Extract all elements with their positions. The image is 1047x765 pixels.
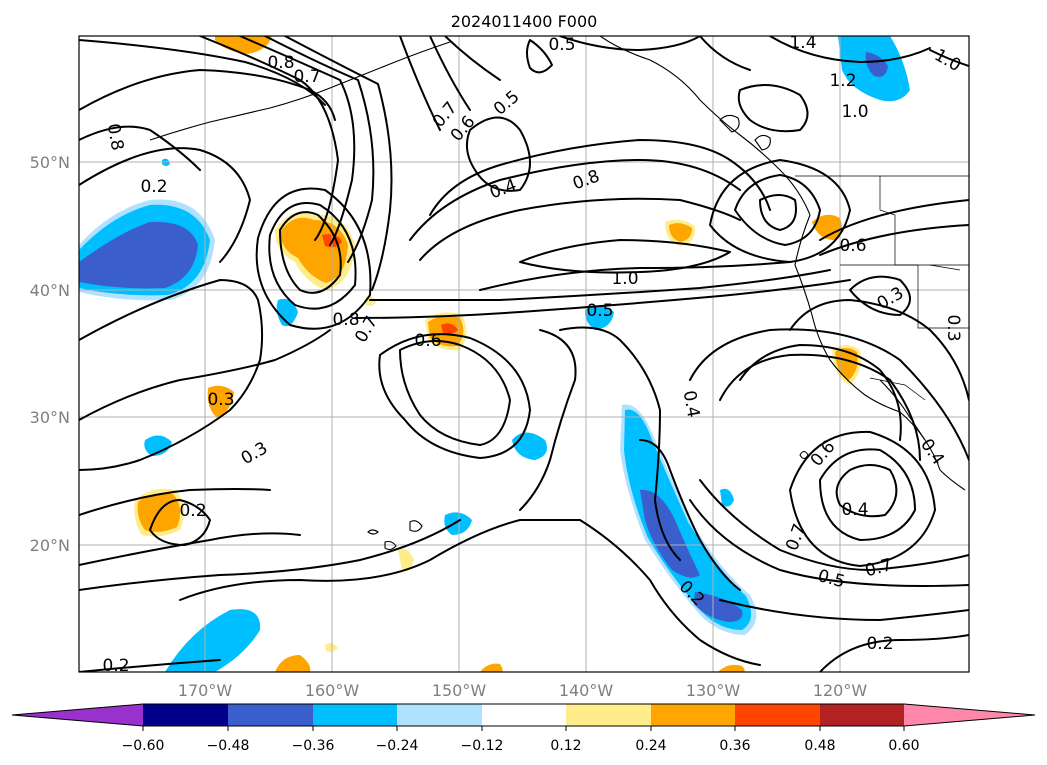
- political-borders: [795, 175, 969, 401]
- contour-label: 0.7: [293, 67, 320, 87]
- map-title: 2024011400 F000: [451, 12, 598, 31]
- contour-label: 0.2: [179, 501, 206, 521]
- colorbar-segment: [313, 704, 397, 726]
- colorbar-tick-label: −0.60: [122, 738, 165, 754]
- positive-anomaly-area: [398, 548, 414, 572]
- strong-positive-anomaly-area: [441, 323, 458, 334]
- positive-anomaly-area: [280, 217, 348, 283]
- colorbar: −0.60 −0.48 −0.36 −0.24 −0.12 0.12 0.24 …: [11, 703, 1036, 754]
- colorbar-segment: [143, 704, 228, 726]
- positive-anomaly-area: [718, 664, 745, 672]
- lon-tick: 140°W: [559, 681, 614, 700]
- colorbar-tick-label: −0.48: [207, 738, 250, 754]
- contour-label: 1.2: [829, 71, 856, 91]
- contour-label: 0.2: [140, 177, 167, 197]
- positive-anomaly-area: [835, 348, 858, 380]
- map-frame: [78, 35, 970, 673]
- colorbar-segment: [228, 704, 313, 726]
- negative-anomaly-area: [624, 409, 752, 630]
- contour-label: 0.3: [207, 390, 234, 410]
- negative-anomaly-area: [444, 512, 472, 535]
- contour-label: 1.0: [841, 102, 868, 122]
- map-plot-area: 0.5 1.4 1.0 0.8 0.7 1.2 1.0 0.7 0.5 0.6 …: [79, 33, 969, 676]
- negative-anomaly-area: [720, 488, 734, 507]
- lat-tick: 20°N: [30, 536, 70, 555]
- contour-label: 0.5: [586, 301, 613, 321]
- lon-tick: 120°W: [813, 681, 868, 700]
- contour-label: 0.2: [866, 634, 893, 654]
- contour-label: 0.6: [839, 236, 866, 256]
- positive-anomaly-area: [812, 214, 842, 240]
- latitude-tick-labels: 50°N 40°N 30°N 20°N: [30, 153, 70, 555]
- colorbar-segment: [566, 704, 651, 726]
- lon-tick: 150°W: [432, 681, 487, 700]
- positive-anomaly-area: [207, 385, 234, 418]
- contour-label: 1.4: [789, 33, 816, 53]
- negative-anomaly-area: [276, 298, 298, 327]
- lon-tick: 160°W: [305, 681, 360, 700]
- lon-tick: 170°W: [178, 681, 233, 700]
- colorbar-segment: [735, 704, 820, 726]
- contour-label: 0.8: [267, 53, 294, 73]
- contour-lines: [79, 36, 969, 672]
- contour-label: 0.4: [679, 389, 703, 419]
- lat-tick: 50°N: [30, 153, 70, 172]
- colorbar-tick-label: 0.12: [550, 738, 581, 754]
- negative-anomaly-area: [144, 435, 172, 456]
- lat-tick: 40°N: [30, 281, 70, 300]
- contour-label: 0.8: [103, 122, 127, 152]
- colorbar-segment: [397, 704, 482, 726]
- colorbar-tick-label: −0.12: [461, 738, 504, 754]
- colorbar-tick-label: −0.24: [376, 738, 419, 754]
- contour-label: 1.0: [611, 269, 638, 289]
- positive-anomaly-area: [480, 663, 503, 672]
- colorbar-segment: [482, 704, 566, 726]
- colorbar-segment: [651, 704, 735, 726]
- contour-label: 0.4: [841, 500, 868, 520]
- lat-tick: 30°N: [30, 408, 70, 427]
- colorbar-tick-label: 0.36: [719, 738, 750, 754]
- positive-anomaly-area: [275, 655, 311, 672]
- longitude-tick-labels: 170°W 160°W 150°W 140°W 130°W 120°W: [178, 681, 868, 700]
- grid-lines: [79, 36, 969, 672]
- coastlines: [149, 36, 966, 551]
- colorbar-tick-label: −0.36: [292, 738, 335, 754]
- colorbar-tick-marks: [142, 726, 905, 731]
- colorbar-segment: [12, 704, 143, 726]
- strong-negative-anomaly-area: [79, 221, 198, 289]
- strong-negative-anomaly-area: [640, 489, 700, 578]
- strong-negative-anomaly-area: [865, 52, 888, 77]
- positive-anomaly-area: [215, 36, 272, 54]
- negative-anomaly-area: [165, 609, 261, 672]
- lon-tick: 130°W: [686, 681, 741, 700]
- contour-label: 0.8: [332, 310, 359, 330]
- contour-label: 0.2: [102, 656, 129, 676]
- negative-anomaly-area: [584, 305, 614, 330]
- contour-label: 0.5: [548, 35, 575, 55]
- colorbar-tick-label: 0.48: [804, 738, 835, 754]
- contour-label: 0.6: [414, 331, 441, 351]
- colorbar-tick-label: 0.60: [888, 738, 919, 754]
- colorbar-segment: [820, 704, 904, 726]
- positive-anomaly-area: [669, 223, 692, 242]
- strong-negative-anomaly-area: [694, 592, 743, 622]
- colorbar-segment: [904, 704, 1035, 726]
- colorbar-tick-label: 0.24: [635, 738, 666, 754]
- contour-label: 0.3: [943, 314, 963, 341]
- shaded-anomaly-fills: [79, 36, 910, 672]
